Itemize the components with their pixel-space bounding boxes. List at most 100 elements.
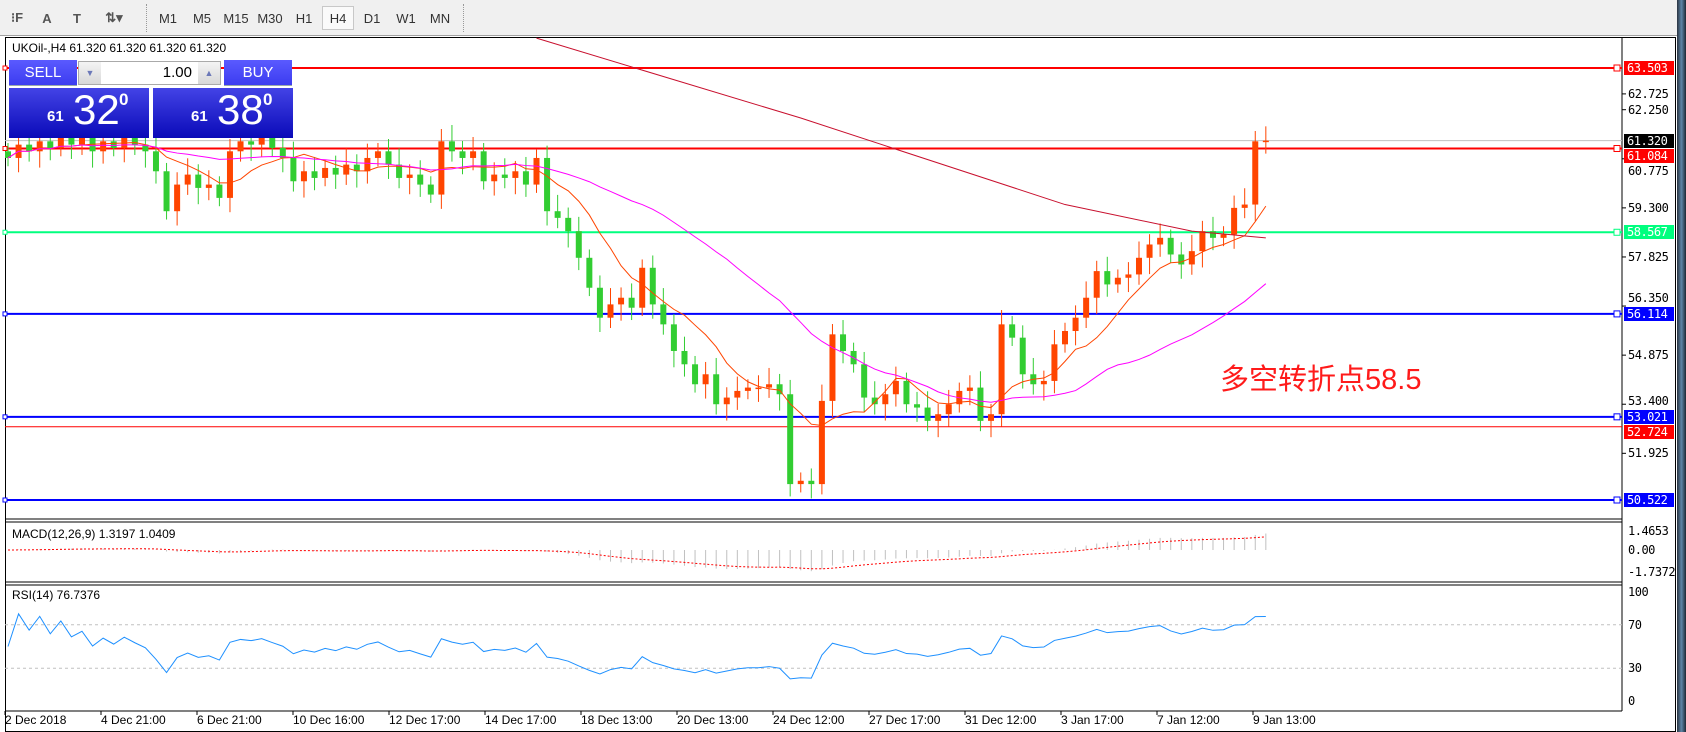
lot-increase-button[interactable]: ▲	[198, 62, 220, 84]
candle-body	[554, 211, 561, 218]
toolbar-separator	[146, 4, 148, 32]
price-axis-label: 62.250	[1628, 102, 1669, 117]
level-handle[interactable]	[1613, 64, 1621, 72]
candle-body	[639, 267, 646, 308]
candle-body	[988, 414, 995, 421]
candle-body	[1157, 237, 1164, 245]
price-axis-label: 54.875	[1628, 348, 1669, 363]
level-handle[interactable]	[2, 311, 8, 317]
rsi-line	[7, 612, 1266, 680]
level-price-tag: 53.021	[1624, 409, 1674, 424]
candle-body	[522, 171, 529, 185]
rsi-axis-label: 70	[1628, 617, 1642, 632]
level-handle[interactable]	[2, 146, 8, 152]
timeframe-w1[interactable]: W1	[396, 10, 416, 26]
level-handle[interactable]	[1613, 228, 1621, 236]
candle-body	[649, 267, 656, 305]
level-handle[interactable]	[1613, 145, 1621, 153]
time-axis-label: 18 Dec 13:00	[581, 713, 653, 727]
price-axis-label: 57.825	[1628, 249, 1669, 264]
timeframe-m5[interactable]: M5	[192, 10, 212, 26]
level-handle[interactable]	[1613, 413, 1621, 421]
candle-body	[26, 144, 33, 152]
candle-body	[544, 157, 551, 212]
time-axis-label: 9 Jan 13:00	[1253, 713, 1316, 727]
candle-body	[628, 297, 635, 308]
time-axis-label: 31 Dec 12:00	[965, 713, 1037, 727]
time-axis-label: 14 Dec 17:00	[485, 713, 557, 727]
timeframe-d1[interactable]: D1	[363, 10, 381, 26]
moving-average-mid	[7, 144, 1267, 403]
fibo-icon[interactable]: ⁝F	[10, 10, 24, 25]
candle-body	[713, 374, 720, 405]
buy-price-pip: 0	[263, 90, 273, 109]
timeframe-h4[interactable]: H4	[322, 6, 354, 30]
candle-body	[248, 141, 255, 145]
candle-body	[417, 174, 424, 185]
candle-body	[977, 387, 984, 421]
candle-body	[1093, 271, 1100, 298]
candle-body	[47, 141, 54, 148]
sell-button[interactable]: SELL	[9, 60, 77, 86]
candle-body	[279, 147, 286, 158]
text-icon[interactable]: A	[42, 10, 52, 26]
candle-body	[427, 184, 434, 195]
text-label-icon[interactable]: T	[73, 10, 81, 26]
timeframe-m30[interactable]: M30	[257, 10, 283, 26]
lot-stepper: ▼ 1.00 ▲	[78, 61, 221, 85]
buy-price-main: 38	[217, 86, 264, 133]
level-handle[interactable]	[2, 65, 8, 71]
sell-price-main: 32	[73, 86, 120, 133]
candle-body	[808, 480, 815, 485]
candle-body	[448, 141, 455, 152]
price-axis-label: 53.400	[1628, 394, 1669, 409]
candle-body	[660, 304, 667, 325]
candle-body	[829, 334, 836, 401]
moving-average-slow	[536, 37, 1266, 239]
candle-body	[575, 231, 582, 258]
candle-body	[945, 404, 952, 415]
candle-body	[924, 407, 931, 421]
time-axis-label: 4 Dec 21:00	[101, 713, 166, 727]
level-handle[interactable]	[1613, 310, 1621, 318]
candle-body	[195, 174, 202, 188]
candle-body	[1019, 337, 1026, 375]
buy-price-button[interactable]: 61 38 0	[153, 86, 293, 138]
timeframe-m15[interactable]: M15	[223, 10, 249, 26]
candle-body	[237, 141, 244, 152]
candle-body	[311, 171, 318, 178]
candle-body	[1220, 234, 1227, 238]
arrows-icon[interactable]: ⇅▾	[105, 10, 123, 25]
level-handle[interactable]	[2, 497, 8, 503]
time-axis-label: 7 Jan 12:00	[1157, 713, 1220, 727]
rsi-axis-label: 100	[1628, 585, 1649, 599]
candle-body	[734, 390, 741, 398]
buy-button[interactable]: BUY	[224, 60, 292, 86]
level-handle[interactable]	[2, 414, 8, 420]
timeframe-m1[interactable]: M1	[158, 10, 178, 26]
time-axis-label: 10 Dec 16:00	[293, 713, 365, 727]
time-axis-label: 6 Dec 21:00	[197, 713, 262, 727]
candle-body	[1125, 274, 1132, 278]
candle-body	[1083, 297, 1090, 318]
candle-body	[818, 400, 825, 485]
level-handle[interactable]	[1613, 496, 1621, 504]
time-axis-label: 27 Dec 17:00	[869, 713, 941, 727]
candle-body	[1104, 271, 1111, 285]
level-handle[interactable]	[2, 229, 8, 235]
candle-body	[618, 297, 625, 305]
candle-body	[300, 171, 307, 182]
toolbar-separator	[463, 4, 465, 32]
timeframe-h1[interactable]: H1	[295, 10, 313, 26]
price-axis-label: 51.925	[1628, 446, 1669, 461]
price-axis-label: 62.725	[1628, 86, 1669, 101]
timeframe-mn[interactable]: MN	[429, 10, 451, 26]
candle-body	[914, 404, 921, 408]
chart-annotation: 多空转折点58.5	[1220, 364, 1422, 396]
macd-axis-label: 0.00	[1628, 543, 1655, 557]
lot-input[interactable]: 1.00	[162, 64, 192, 81]
candle-body	[184, 174, 191, 185]
candle-body	[374, 151, 381, 158]
sell-price-button[interactable]: 61 32 0	[9, 86, 149, 138]
lot-decrease-button[interactable]: ▼	[79, 62, 101, 84]
